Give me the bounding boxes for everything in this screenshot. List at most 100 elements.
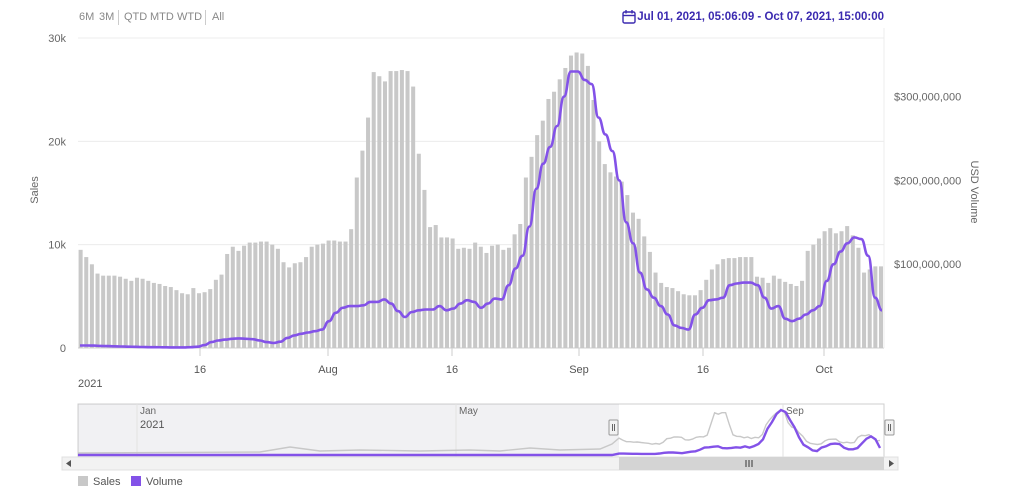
zoom-wtd-button[interactable]: WTD xyxy=(177,11,203,23)
sales-bar xyxy=(196,293,201,348)
zoom-all-button[interactable]: All xyxy=(212,11,225,23)
sales-bar xyxy=(202,292,207,348)
sales-bar xyxy=(732,258,737,348)
sales-bar xyxy=(478,246,483,348)
zoom-mtd-button[interactable]: MTD xyxy=(150,11,174,23)
sales-bar xyxy=(653,272,658,348)
sales-bar xyxy=(540,120,545,349)
sales-bar xyxy=(867,269,872,348)
arrow-right-icon[interactable] xyxy=(889,460,894,467)
sales-bar xyxy=(185,294,190,348)
sales-bar xyxy=(118,276,123,348)
sales-bar xyxy=(529,156,534,348)
sales-bar xyxy=(433,225,438,348)
sales-bar xyxy=(101,275,106,348)
navigator-left-handle[interactable] xyxy=(608,419,619,436)
sales-bar xyxy=(275,248,280,348)
x-tick-label: 16 xyxy=(194,364,206,376)
sales-bar xyxy=(698,290,703,348)
sales-bar xyxy=(343,241,348,348)
sales-bar xyxy=(242,245,247,348)
sales-bar xyxy=(738,257,743,348)
sales-bar xyxy=(597,141,602,348)
sales-bar xyxy=(151,282,156,348)
sales-bar xyxy=(495,244,500,348)
sales-bar xyxy=(428,227,433,348)
legend-item-volume[interactable]: Volume xyxy=(131,476,183,488)
sales-bar xyxy=(304,257,309,348)
legend-item-sales[interactable]: Sales xyxy=(78,476,121,488)
zoom-6m-button[interactable]: 6M xyxy=(79,11,95,23)
y-right-tick-label: $100,000,000 xyxy=(894,259,961,271)
navigator-volume-line xyxy=(78,408,882,457)
sales-bar xyxy=(388,71,393,349)
sales-bar xyxy=(484,252,489,348)
calendar-icon[interactable] xyxy=(622,9,636,25)
sales-bar xyxy=(337,241,342,348)
range-toolbar: 6M 3M QTD MTD WTD All Jul 01, 2021, 05:0… xyxy=(0,0,1024,36)
zoom-3m-button[interactable]: 3M xyxy=(99,11,115,23)
navigator-right-handle[interactable] xyxy=(884,419,895,436)
sales-bar xyxy=(518,224,523,348)
zoom-separator xyxy=(205,10,206,25)
sales-bar xyxy=(225,253,230,348)
sales-bar xyxy=(608,172,613,348)
sales-bar xyxy=(625,195,630,348)
sales-bar xyxy=(749,257,754,348)
navigator[interactable]: Jan May Sep 2021 xyxy=(61,403,899,471)
sales-bar xyxy=(856,247,861,348)
sales-bar xyxy=(360,150,365,348)
sales-bar xyxy=(563,67,568,348)
sales-bar xyxy=(878,266,883,348)
sales-bar xyxy=(298,262,303,348)
y-axis-right-title: USD Volume xyxy=(968,161,980,224)
navigator-year-label: 2021 xyxy=(140,419,164,431)
sales-bar xyxy=(180,293,185,348)
sales-bar xyxy=(416,153,421,348)
navigator-tick-label: Sep xyxy=(786,406,804,417)
sales-bar xyxy=(715,264,720,348)
arrow-left-icon[interactable] xyxy=(66,460,71,467)
sales-bar xyxy=(258,241,263,348)
x-tick-label: Sep xyxy=(569,364,589,376)
y-left-tick-label: 30k xyxy=(48,33,66,45)
sales-bar xyxy=(647,251,652,348)
sales-bar xyxy=(168,287,173,348)
sales-bar xyxy=(123,278,128,348)
sales-bar xyxy=(490,245,495,348)
y-right-tick-label: $200,000,000 xyxy=(894,175,961,187)
sales-bar xyxy=(444,237,449,348)
x-tick-label: 16 xyxy=(697,364,709,376)
sales-bar xyxy=(236,250,241,348)
sales-bar xyxy=(721,259,726,348)
sales-bar xyxy=(839,231,844,348)
sales-bar xyxy=(591,100,596,348)
sales-bar xyxy=(585,65,590,349)
sales-bar xyxy=(754,276,759,348)
date-range-label[interactable]: Jul 01, 2021, 05:06:09 - Oct 07, 2021, 1… xyxy=(637,11,884,23)
y-axis-left-title: Sales xyxy=(29,176,41,204)
sales-bar xyxy=(382,81,387,349)
sales-bar xyxy=(315,244,320,348)
sales-bar xyxy=(230,246,235,348)
axes: Sales USD Volume 2021 0 10k 20k 30k $100,000… xyxy=(29,33,980,390)
x-tick-label: Aug xyxy=(318,364,338,376)
x-tick-label: Oct xyxy=(815,364,832,376)
sales-bar xyxy=(287,267,292,348)
sales-bar xyxy=(78,249,83,348)
sales-bar xyxy=(366,117,371,348)
sales-bar xyxy=(506,247,511,348)
navigator-sales-line xyxy=(77,409,881,454)
y-right-tick-label: $300,000,000 xyxy=(894,92,961,104)
legend-swatch-volume xyxy=(131,476,141,486)
sales-bar xyxy=(816,238,821,348)
sales-bar xyxy=(247,242,252,348)
sales-bar xyxy=(709,269,714,348)
sales-bar xyxy=(399,70,404,349)
sales-bar xyxy=(766,282,771,348)
sales-bar xyxy=(157,283,162,348)
zoom-qtd-button[interactable]: QTD xyxy=(124,11,148,23)
legend-swatch-sales xyxy=(78,476,88,486)
sales-bar xyxy=(292,263,297,348)
sales-bar xyxy=(140,278,145,348)
